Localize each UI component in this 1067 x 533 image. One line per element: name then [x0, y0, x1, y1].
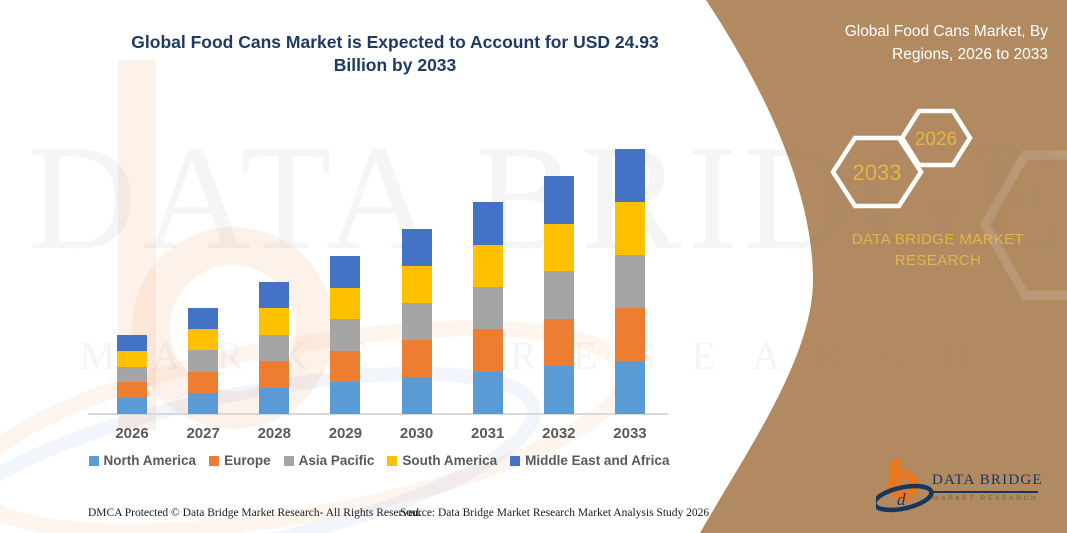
logo-name-text: DATA BRIDGE	[932, 472, 1043, 488]
segment-middle-east-and-africa-2027	[188, 307, 219, 330]
segment-asia-pacific-2027	[188, 350, 219, 372]
footer-copyright: DMCA Protected © Data Bridge Market Rese…	[88, 507, 422, 519]
segment-europe-2033	[614, 308, 645, 361]
x-tick-2032: 2032	[542, 425, 576, 442]
segment-asia-pacific-2031	[472, 286, 503, 330]
segment-north-america-2030	[401, 377, 432, 414]
segment-middle-east-and-africa-2030	[401, 229, 432, 266]
bar-2029	[330, 255, 361, 414]
legend-swatch-europe	[209, 455, 220, 466]
segment-europe-2031	[472, 329, 503, 372]
segment-middle-east-and-africa-2029	[330, 255, 361, 288]
segment-europe-2028	[259, 361, 290, 388]
legend-label-north-america: North America	[103, 453, 197, 468]
legend-label-south-america: South America	[402, 453, 498, 468]
segment-middle-east-and-africa-2032	[543, 176, 574, 224]
x-tick-2026: 2026	[115, 425, 149, 442]
segment-north-america-2026	[117, 398, 147, 414]
segment-south-america-2033	[614, 202, 645, 255]
logo-divider-line	[932, 491, 1038, 493]
segment-middle-east-and-africa-2033	[614, 149, 645, 203]
segment-europe-2030	[401, 340, 432, 377]
bar-2032	[543, 176, 574, 414]
segment-south-america-2027	[188, 329, 219, 351]
bar-2026	[117, 335, 147, 414]
segment-asia-pacific-2032	[543, 271, 574, 319]
x-axis-line	[88, 413, 668, 415]
x-tick-2029: 2029	[328, 425, 363, 442]
segment-asia-pacific-2030	[401, 303, 432, 340]
segment-south-america-2026	[117, 350, 147, 367]
segment-europe-2032	[543, 318, 574, 367]
x-tick-2028: 2028	[257, 425, 291, 442]
x-tick-2033: 2033	[613, 425, 647, 442]
legend-item-south-america: South America	[387, 453, 497, 468]
segment-north-america-2033	[614, 361, 645, 414]
segment-south-america-2028	[259, 308, 290, 335]
panel-title: Global Food Cans Market, By Regions, 202…	[844, 23, 1048, 63]
segment-south-america-2031	[472, 244, 503, 287]
segment-north-america-2027	[188, 392, 219, 414]
legend-item-asia-pacific: Asia Pacific	[283, 453, 375, 468]
segment-north-america-2029	[330, 382, 361, 414]
legend-item-north-america: North America	[88, 453, 197, 468]
segment-south-america-2032	[543, 223, 574, 272]
chart-title: Global Food Cans Market is Expected to A…	[131, 32, 659, 75]
segment-asia-pacific-2026	[117, 366, 147, 383]
panel-brand-name: DATA BRIDGE MARKET RESEARCH	[851, 231, 1025, 269]
segment-middle-east-and-africa-2026	[117, 335, 147, 351]
legend-label-europe: Europe	[224, 453, 271, 468]
chart-legend: North America Europe Asia Pacific South Ame…	[88, 453, 670, 468]
bar-2030	[401, 229, 432, 414]
segment-north-america-2031	[472, 371, 503, 414]
legend-item-middle-east-and-africa: Middle East and Africa	[510, 453, 669, 468]
data-bridge-logo: d DATA BRIDGE MARKET RESEARCH	[872, 456, 1054, 520]
segment-asia-pacific-2033	[614, 255, 645, 308]
segment-asia-pacific-2028	[259, 334, 290, 362]
bar-2028	[259, 281, 290, 414]
segment-north-america-2032	[543, 366, 574, 414]
logo-tagline-text: MARKET RESEARCH	[933, 495, 1039, 502]
legend-label-middle-east-and-africa: Middle East and Africa	[525, 453, 670, 468]
x-tick-2030: 2030	[399, 425, 434, 442]
segment-middle-east-and-africa-2031	[472, 202, 503, 245]
bar-2033	[614, 149, 645, 414]
legend-swatch-asia-pacific	[283, 455, 294, 466]
segment-europe-2029	[330, 350, 361, 383]
x-tick-2031: 2031	[471, 425, 505, 442]
segment-north-america-2028	[259, 387, 290, 414]
segment-europe-2026	[117, 382, 147, 399]
logo-monogram: d	[897, 490, 906, 509]
segment-asia-pacific-2029	[330, 319, 361, 351]
footer-source: Source: Data Bridge Market Research Mark…	[400, 507, 710, 519]
legend-label-asia-pacific: Asia Pacific	[298, 453, 375, 468]
segment-south-america-2030	[401, 266, 432, 303]
legend-swatch-south-america	[387, 455, 398, 466]
segment-middle-east-and-africa-2028	[259, 281, 290, 309]
bar-2031	[472, 202, 503, 414]
x-tick-2027: 2027	[186, 425, 220, 442]
segment-south-america-2029	[330, 287, 361, 320]
segment-europe-2027	[188, 371, 219, 393]
bar-2027	[188, 307, 219, 414]
legend-swatch-middle-east-and-africa	[510, 455, 521, 466]
legend-swatch-north-america	[88, 455, 99, 466]
legend-item-europe: Europe	[209, 453, 271, 468]
